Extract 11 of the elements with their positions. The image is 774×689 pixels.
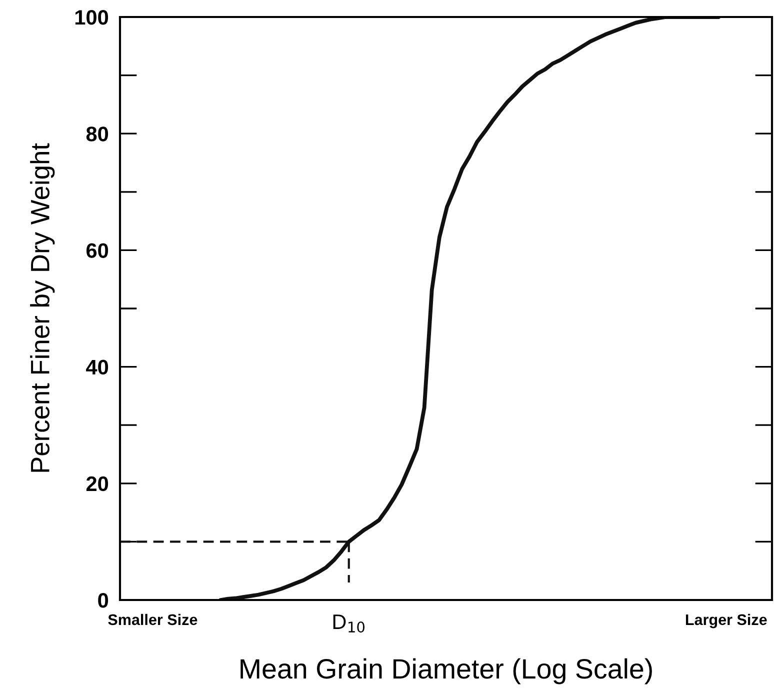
y-axis-title: Percent Finer by Dry Weight bbox=[30, 143, 55, 472]
x-tick-label: Larger Size bbox=[686, 614, 767, 628]
y-tick-label: 40 bbox=[86, 360, 108, 375]
x-axis-title: Mean Grain Diameter (Log Scale) bbox=[240, 658, 652, 684]
y-tick-label: 80 bbox=[86, 126, 108, 142]
y-tick-label: 20 bbox=[86, 476, 108, 492]
x-tick-label: Smaller Size bbox=[108, 614, 198, 626]
y-tick-label: 0 bbox=[98, 593, 108, 608]
y-tick-label: 60 bbox=[86, 243, 108, 258]
x-tick-label: D$_{10}$ bbox=[333, 614, 365, 633]
y-tick-label: 100 bbox=[75, 10, 108, 25]
